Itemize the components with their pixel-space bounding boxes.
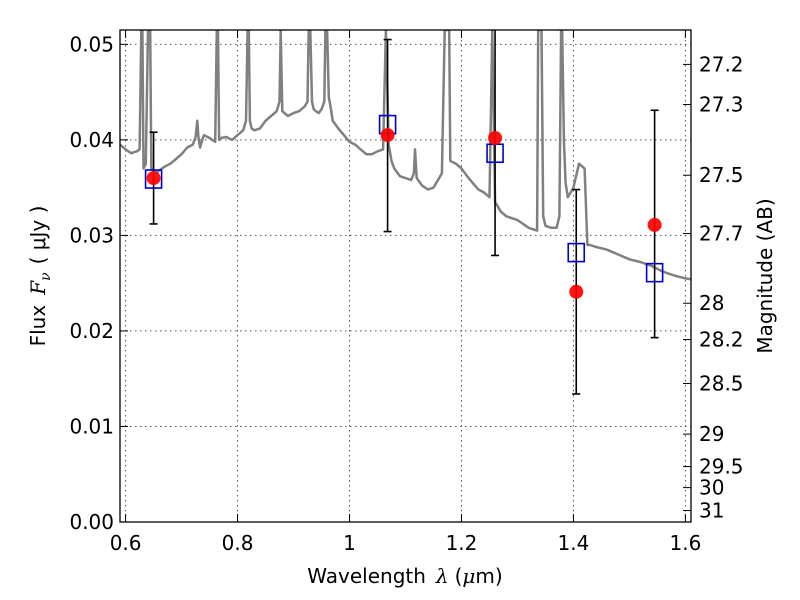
x-axis-label-text: Wavelength	[307, 564, 426, 588]
x-axis-label: Wavelength λ (μm)	[307, 564, 502, 588]
y-tick-label: 0.05	[69, 32, 114, 56]
x-tick-label: 1.6	[669, 531, 701, 555]
x-tick-label: 1.2	[446, 531, 478, 555]
y-tick-label: 0.02	[69, 319, 114, 343]
mag-tick-label: 27.2	[699, 52, 744, 76]
mag-tick-label: 28.5	[699, 371, 744, 395]
mag-tick-label: 27.7	[699, 221, 744, 245]
observed-flux-point	[647, 217, 662, 232]
model-photometry-square	[144, 169, 163, 189]
y-axis-label: FluxFν( μJy )	[26, 206, 54, 347]
observed-flux-point	[146, 171, 161, 186]
mag-tick-label: 27.3	[699, 93, 744, 117]
plot-frame	[119, 29, 692, 523]
y-tick-label: 0.00	[69, 510, 114, 534]
observed-flux-point	[488, 130, 503, 145]
observed-flux-point	[569, 284, 584, 299]
right-axis-label: Magnitude (AB)	[753, 198, 777, 353]
model-spectrum-line	[120, 30, 691, 281]
mag-tick-label: 28.2	[699, 328, 744, 352]
mag-tick-label: 29.5	[699, 455, 744, 479]
y-tick-label: 0.04	[69, 128, 114, 152]
mag-tick-label: 28	[699, 291, 724, 315]
mag-tick-label: 29	[699, 422, 724, 446]
y-tick-label: 0.03	[69, 223, 114, 247]
x-tick-label: 1.4	[558, 531, 590, 555]
x-tick-label: 0.8	[222, 531, 254, 555]
mag-tick-label: 31	[699, 499, 724, 523]
model-photometry-square	[645, 262, 664, 283]
mag-tick-label: 27.5	[699, 163, 744, 187]
y-tick-label: 0.01	[69, 414, 114, 438]
observed-flux-point	[380, 128, 395, 143]
x-tick-label: 1	[343, 531, 356, 555]
model-photometry-square	[567, 242, 586, 263]
data-layer	[120, 30, 691, 395]
ticks: 0.6 0.8 1 1.2 1.4 1.6 0.00 0.01 0.02 0.03 0.04 0.05…	[69, 30, 744, 555]
mag-tick-label: 30	[699, 476, 724, 500]
plot-background	[120, 30, 691, 522]
x-tick-label: 0.6	[110, 531, 142, 555]
